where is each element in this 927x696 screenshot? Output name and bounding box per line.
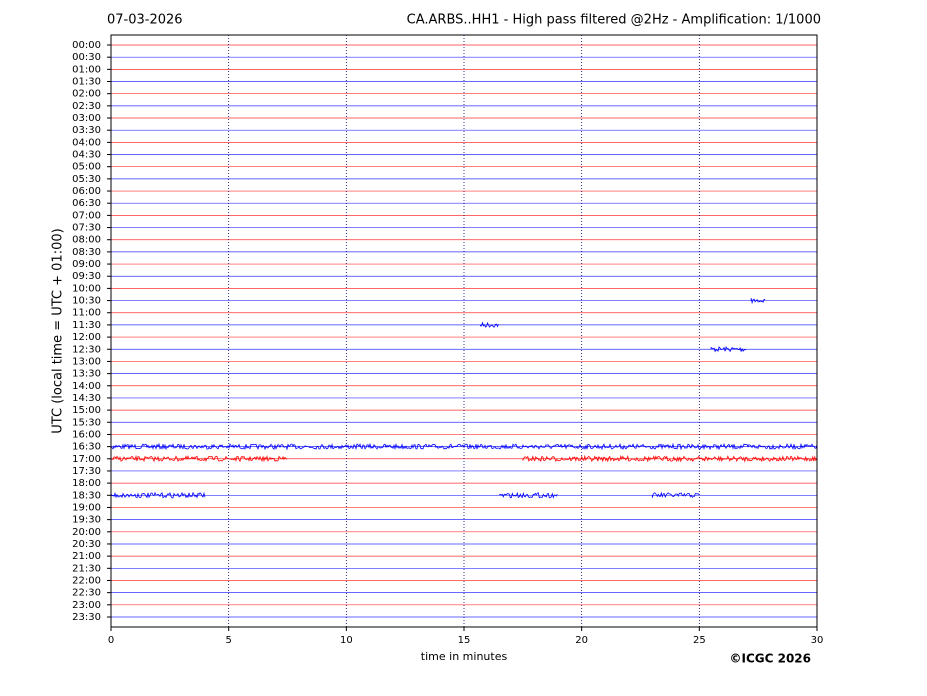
y-tick-label: 19:30 <box>72 515 101 526</box>
y-axis-label: UTC (local time = UTC + 01:00) <box>51 228 66 433</box>
y-tick-label: 03:30 <box>72 125 101 136</box>
y-tick-label: 09:00 <box>72 259 101 270</box>
y-tick-label: 08:00 <box>72 235 101 246</box>
y-tick-label: 09:30 <box>72 271 101 282</box>
x-tick-label: 10 <box>340 635 353 646</box>
y-tick-label: 21:30 <box>72 563 101 574</box>
y-tick-label: 21:00 <box>72 551 101 562</box>
y-tick-label: 14:30 <box>72 393 101 404</box>
y-tick-label: 10:30 <box>72 296 101 307</box>
y-tick-label: 22:00 <box>72 575 101 586</box>
event <box>651 491 700 499</box>
y-tick-label: 06:00 <box>72 186 101 197</box>
y-tick-label: 04:30 <box>72 150 101 161</box>
x-tick-label: 25 <box>693 635 706 646</box>
y-tick-label: 20:30 <box>72 539 101 550</box>
y-tick-label: 11:30 <box>72 320 101 331</box>
y-tick-label: 08:30 <box>72 247 101 258</box>
event <box>710 345 747 353</box>
y-tick-label: 12:00 <box>72 332 101 343</box>
y-tick-label: 19:00 <box>72 502 101 513</box>
y-tick-label: 05:30 <box>72 174 101 185</box>
event <box>110 454 288 463</box>
y-tick-label: 12:30 <box>72 344 101 355</box>
y-tick-label: 00:30 <box>72 52 101 63</box>
y-tick-label: 17:00 <box>72 454 101 465</box>
y-tick-label: 16:00 <box>72 429 101 440</box>
y-tick-label: 11:00 <box>72 308 101 319</box>
copyright: ©ICGC 2026 <box>729 652 811 666</box>
y-tick-label: 22:30 <box>72 588 101 599</box>
y-tick-label: 06:30 <box>72 198 101 209</box>
y-tick-label: 02:00 <box>72 89 101 100</box>
event <box>498 491 558 499</box>
plot-frame <box>110 34 818 628</box>
x-tick-label: 20 <box>575 635 588 646</box>
event <box>110 442 818 451</box>
event <box>750 298 766 305</box>
x-tick-label: 5 <box>225 635 231 646</box>
event <box>110 491 206 499</box>
y-tick-label: 02:30 <box>72 101 101 112</box>
y-tick-label: 15:30 <box>72 417 101 428</box>
y-tick-label: 07:00 <box>72 210 101 221</box>
y-tick-label: 01:30 <box>72 77 101 88</box>
y-tick-label: 04:00 <box>72 137 101 148</box>
y-tick-label: 18:00 <box>72 478 101 489</box>
y-tick-label: 13:00 <box>72 356 101 367</box>
y-tick-label: 16:30 <box>72 442 101 453</box>
x-axis-label: time in minutes <box>421 650 508 663</box>
y-tick-label: 15:00 <box>72 405 101 416</box>
chart-title: CA.ARBS..HH1 - High pass filtered @2Hz -… <box>407 13 821 28</box>
y-tick-label: 00:00 <box>72 40 101 51</box>
event <box>480 321 499 328</box>
x-tick-label: 0 <box>108 635 114 646</box>
y-tick-label: 01:00 <box>72 64 101 75</box>
y-tick-label: 05:00 <box>72 162 101 173</box>
x-tick-label: 15 <box>458 635 471 646</box>
y-tick-label: 20:00 <box>72 527 101 538</box>
y-tick-label: 17:30 <box>72 466 101 477</box>
date: 07-03-2026 <box>107 13 183 28</box>
y-tick-label: 23:00 <box>72 600 101 611</box>
y-tick-label: 10:00 <box>72 283 101 294</box>
y-tick-label: 03:00 <box>72 113 101 124</box>
y-tick-label: 13:30 <box>72 369 101 380</box>
y-tick-label: 23:30 <box>72 612 101 623</box>
y-tick-label: 07:30 <box>72 223 101 234</box>
y-tick-label: 14:00 <box>72 381 101 392</box>
event <box>522 454 818 463</box>
x-tick-label: 30 <box>811 635 824 646</box>
y-tick-label: 18:30 <box>72 490 101 501</box>
